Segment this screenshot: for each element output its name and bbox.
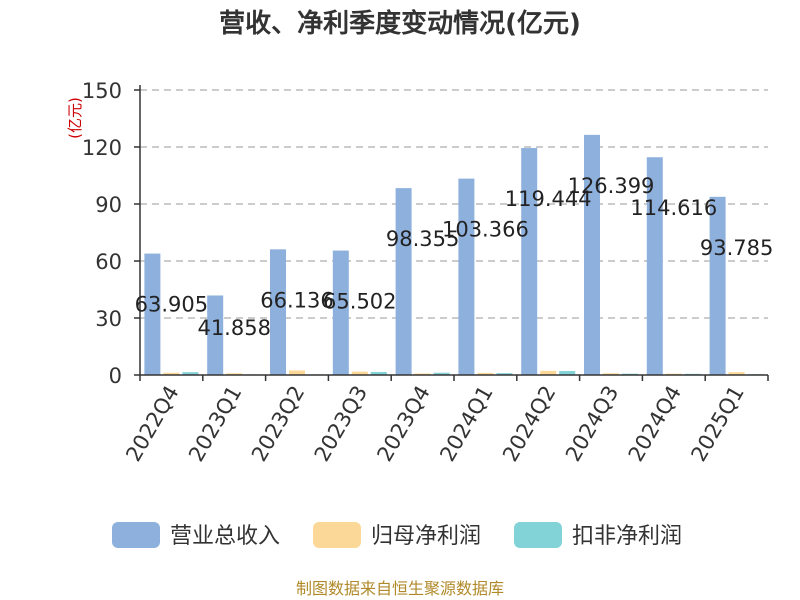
bar-2: [728, 372, 745, 375]
bar-1: [521, 148, 538, 375]
bar-1: [709, 196, 726, 375]
bar-1: [144, 253, 161, 375]
y-tick-label: 60: [95, 250, 122, 274]
bar-1: [270, 249, 286, 375]
bar-2: [477, 372, 494, 375]
legend-swatch: [112, 522, 160, 548]
legend-label: 归母净利润: [371, 524, 481, 549]
legend-label: 营业总收入: [170, 524, 280, 549]
data-label: 126.399: [568, 174, 655, 198]
x-tick-label: 2023Q4: [372, 381, 434, 465]
legend-swatch: [514, 522, 562, 548]
y-tick-labels: 0 30 60 90 120 150: [82, 79, 122, 388]
grid-lines: [140, 89, 768, 319]
data-label: 98.355: [386, 227, 459, 251]
data-label: 41.858: [197, 316, 270, 340]
data-label: 103.366: [442, 218, 529, 242]
bar-2: [603, 373, 619, 375]
y-tick-label: 90: [95, 193, 122, 217]
x-tick-label: 2024Q4: [624, 382, 686, 466]
x-tick-label: 2024Q2: [498, 382, 560, 466]
legend-label: 扣非净利润: [572, 524, 682, 549]
y-tick-label: 120: [82, 136, 122, 160]
data-label: 66.136: [260, 288, 333, 312]
bar-1: [207, 295, 224, 375]
data-label: 119.444: [505, 187, 592, 211]
bar-2: [351, 371, 368, 375]
source-note: 制图数据来自恒生聚源数据库: [296, 579, 504, 598]
bar-3: [370, 371, 387, 375]
data-label: 93.785: [700, 236, 773, 260]
y-tick-label: 150: [82, 79, 122, 103]
x-tick-labels: 2022Q4 2023Q1 2023Q2 2023Q3 2023Q4 2024Q1 2024…: [121, 381, 749, 465]
x-tick-label: 2025Q1: [686, 382, 748, 466]
data-label: 65.502: [323, 290, 396, 314]
bar-1: [458, 178, 475, 375]
bar-1: [584, 134, 600, 375]
bar-2: [289, 370, 305, 375]
bar-1: [646, 157, 663, 375]
y-axis-unit: (亿元): [66, 97, 84, 139]
y-tick-label: 30: [95, 307, 122, 331]
x-tick-label: 2023Q1: [184, 382, 246, 466]
bar-3: [559, 371, 576, 375]
bar-2: [163, 372, 180, 375]
chart-title: 营收、净利季度变动情况(亿元): [219, 8, 581, 39]
x-tick-label: 2022Q4: [121, 382, 183, 466]
x-tick-label: 2023Q2: [247, 382, 309, 466]
bar-2: [540, 370, 557, 375]
x-tick-label: 2024Q1: [435, 382, 497, 466]
axes: [134, 85, 769, 381]
bar-1: [395, 188, 412, 375]
legend: 营业总收入 归母净利润 扣非净利润: [112, 522, 682, 549]
y-tick-label: 0: [109, 364, 122, 388]
x-tick-label: 2024Q3: [561, 382, 623, 466]
bars: [144, 134, 764, 375]
bar-2: [226, 373, 243, 375]
legend-swatch: [313, 522, 361, 548]
bar-3: [182, 372, 199, 375]
bar-3: [433, 372, 450, 375]
data-label: 63.905: [135, 293, 208, 317]
bar-1: [332, 250, 349, 375]
x-tick-label: 2023Q3: [310, 382, 372, 466]
bar-3: [496, 373, 513, 375]
bar-2: [414, 373, 431, 375]
data-label: 114.616: [630, 196, 717, 220]
